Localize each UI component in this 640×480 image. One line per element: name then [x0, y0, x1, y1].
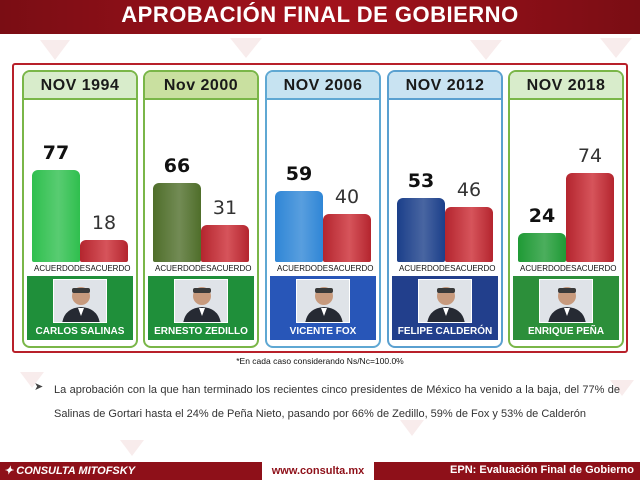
- bar-label-desacuerdo: Desacuerdo: [74, 264, 131, 273]
- period-label: Nov 2000: [145, 72, 257, 100]
- bar-label-acuerdo: Acuerdo: [520, 264, 561, 273]
- bar-label-acuerdo: Acuerdo: [155, 264, 196, 273]
- president-portrait: VICENTE FOX: [270, 276, 376, 340]
- bar-acuerdo: [518, 233, 566, 262]
- bar-desacuerdo: [80, 240, 128, 262]
- data-label-acuerdo: 24: [528, 205, 556, 228]
- bar-label-acuerdo: Acuerdo: [277, 264, 318, 273]
- president-name: ERNESTO ZEDILLO: [154, 326, 248, 337]
- footer-logo-text: CONSULTA MITOFSKY: [16, 465, 136, 477]
- period-label: NOV 2012: [389, 72, 501, 100]
- bar-label-desacuerdo: Desacuerdo: [439, 264, 496, 273]
- period-label: NOV 2018: [510, 72, 622, 100]
- president-name: CARLOS SALINAS: [35, 326, 125, 337]
- period-label: NOV 2006: [267, 72, 379, 100]
- footnote: *En cada caso considerando Ns/Nc=100.0%: [236, 356, 404, 366]
- portrait-photo: [53, 279, 107, 323]
- data-label-acuerdo: 66: [163, 154, 191, 177]
- president-name: FELIPE CALDERÓN: [397, 326, 493, 337]
- bar-desacuerdo: [566, 173, 614, 262]
- president-portrait: FELIPE CALDERÓN: [392, 276, 498, 340]
- page-title: APROBACIÓN FINAL DE GOBIERNO: [121, 2, 519, 27]
- bar-label-acuerdo: Acuerdo: [399, 264, 440, 273]
- data-label-desacuerdo: 40: [334, 186, 360, 208]
- bar-desacuerdo: [201, 224, 249, 262]
- portrait-photo: [174, 279, 228, 323]
- footer-url-link[interactable]: www.consulta.mx: [262, 462, 374, 480]
- bar-label-desacuerdo: Desacuerdo: [317, 264, 374, 273]
- bar-desacuerdo: [323, 214, 371, 262]
- bullet-text: La aprobación con la que han terminado l…: [54, 384, 620, 420]
- portrait-photo: [296, 279, 350, 323]
- bar-acuerdo: [32, 169, 80, 262]
- data-label-desacuerdo: 46: [456, 178, 482, 201]
- data-label-acuerdo: 77: [42, 141, 70, 164]
- data-label-desacuerdo: 74: [577, 145, 603, 168]
- president-portrait: ENRIQUE PEÑA: [513, 276, 619, 340]
- bar-acuerdo: [153, 182, 201, 262]
- bar-desacuerdo: [445, 206, 493, 262]
- data-label-desacuerdo: 18: [91, 212, 117, 235]
- footer-report-title: EPN: Evaluación Final de Gobierno: [450, 464, 634, 476]
- footer-bar: ✦ CONSULTA MITOFSKY www.consulta.mx EPN:…: [0, 462, 640, 480]
- bar-acuerdo: [275, 191, 323, 262]
- bar-acuerdo: [397, 198, 445, 262]
- president-name: ENRIQUE PEÑA: [527, 326, 605, 337]
- title-bar: [0, 0, 640, 34]
- data-label-acuerdo: 59: [285, 163, 313, 186]
- period-label: NOV 1994: [24, 72, 136, 100]
- president-portrait: CARLOS SALINAS: [27, 276, 133, 340]
- portrait-photo: [539, 279, 593, 323]
- president-name: VICENTE FOX: [289, 326, 357, 337]
- logo-icon: ✦: [4, 465, 17, 477]
- footer-logo: ✦ CONSULTA MITOFSKY: [4, 464, 135, 477]
- arrow-bullet-icon: ➤: [34, 381, 44, 393]
- data-label-acuerdo: 53: [407, 170, 435, 193]
- data-label-desacuerdo: 31: [212, 196, 238, 219]
- president-portrait: ERNESTO ZEDILLO: [148, 276, 254, 340]
- bar-label-acuerdo: Acuerdo: [34, 264, 75, 273]
- bar-label-desacuerdo: Desacuerdo: [560, 264, 617, 273]
- portrait-photo: [418, 279, 472, 323]
- bar-label-desacuerdo: Desacuerdo: [195, 264, 252, 273]
